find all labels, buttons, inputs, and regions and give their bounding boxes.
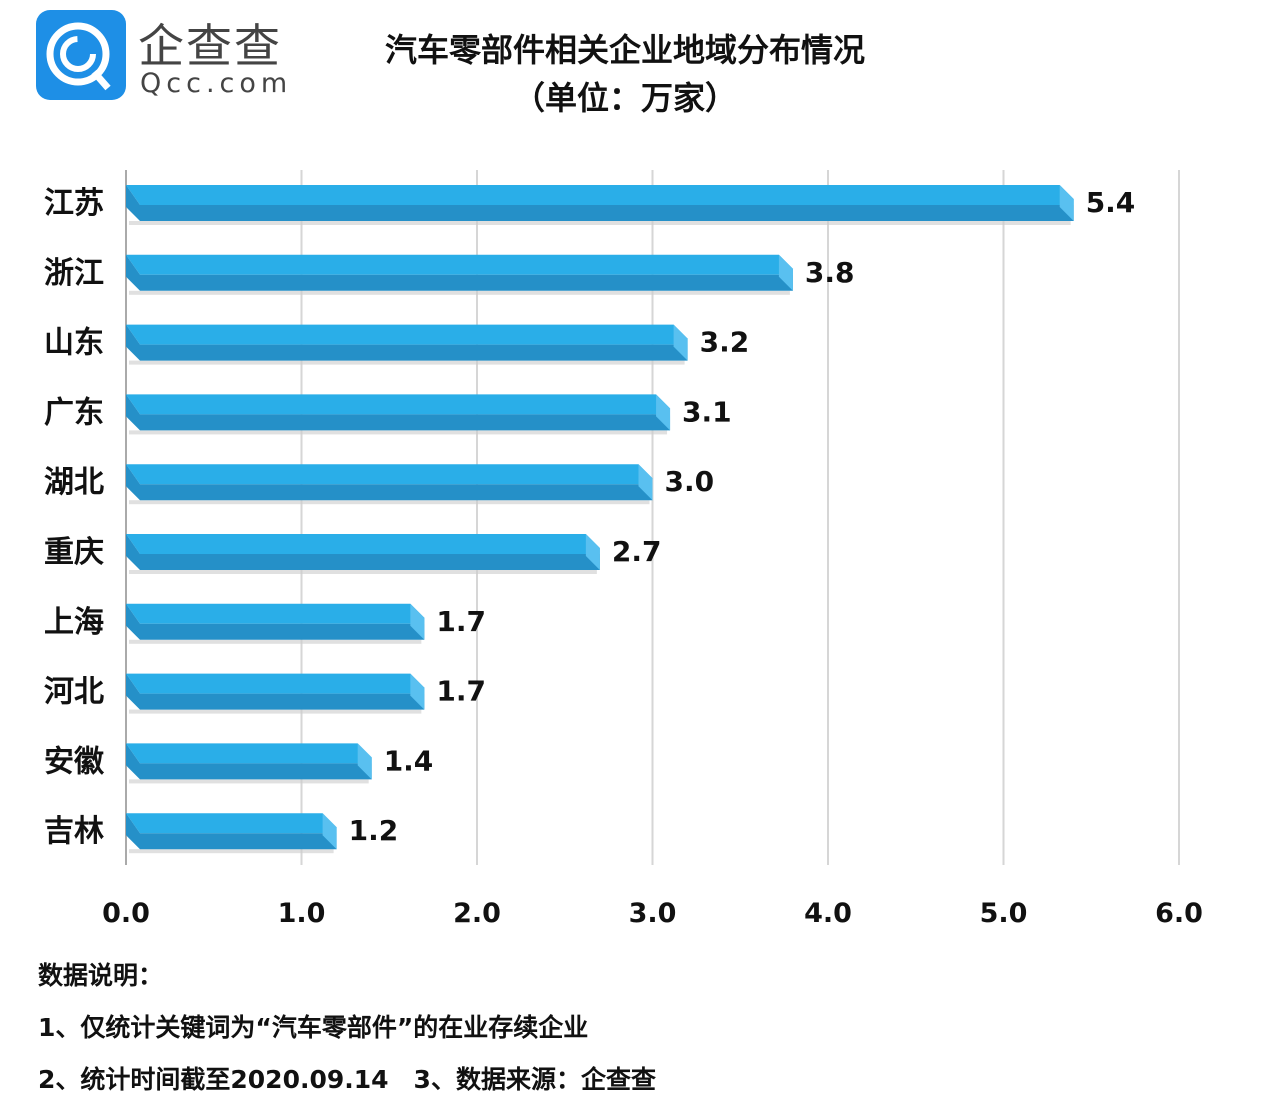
bar-value-label: 2.7 (612, 535, 662, 568)
x-tick-label: 1.0 (278, 898, 326, 929)
bar-end (656, 394, 671, 431)
bar-end (673, 324, 688, 361)
bar-top (126, 673, 425, 694)
x-tick-label: 5.0 (980, 898, 1028, 929)
bar-front (126, 324, 688, 361)
bar-value-label: 3.1 (682, 395, 732, 428)
bar-top (126, 394, 671, 415)
qcc-logo-icon (36, 10, 126, 100)
bar-value-label: 1.7 (436, 605, 486, 638)
category-label: 湖北 (44, 465, 104, 500)
bar-shadow (129, 290, 790, 295)
bar-shadow (129, 221, 1071, 225)
category-label: 山东 (44, 326, 104, 361)
bar-value-label: 1.4 (384, 744, 434, 777)
bar-top (126, 464, 653, 485)
bar-top (126, 813, 337, 834)
bar-shadow (129, 709, 422, 714)
bar-shadow (129, 570, 597, 574)
bar-front (126, 673, 425, 710)
title-line-2: （单位：万家） (512, 79, 737, 117)
notes-heading: 数据说明： (38, 961, 164, 990)
bar-shadow (129, 779, 369, 784)
x-tick-label: 6.0 (1155, 898, 1203, 929)
bar-front (126, 743, 372, 780)
bar-front (126, 254, 793, 291)
title-line-1: 汽车零部件相关企业地域分布情况 (384, 31, 865, 69)
data-notes: 数据说明： 1、仅统计关键词为“汽车零部件”的在业存续企业 2、统计时间截至20… (38, 950, 656, 1106)
category-label: 吉林 (44, 814, 104, 849)
bar-front (126, 394, 671, 431)
notes-line-2: 2、统计时间截至2020.09.14 3、数据来源：企查查 (38, 1065, 656, 1094)
bar-value-label: 3.0 (665, 465, 715, 498)
bar-top (126, 324, 688, 345)
bar-end (410, 673, 425, 710)
category-label: 重庆 (44, 535, 104, 570)
bar-shadow (129, 430, 668, 435)
category-label: 安徽 (44, 744, 105, 779)
bar-front (126, 185, 1074, 221)
bar-top (126, 185, 1074, 205)
qcc-logo-mark (46, 22, 111, 91)
bar-top (126, 254, 793, 275)
bar-front (126, 813, 337, 850)
bar-value-label: 3.8 (805, 256, 855, 289)
bar-end (357, 743, 372, 780)
bar-end (778, 254, 793, 291)
x-tick-label: 2.0 (453, 898, 501, 929)
bar-end (410, 603, 425, 640)
bar-end (1059, 185, 1074, 221)
bar-front (126, 464, 653, 501)
x-tick-label: 3.0 (629, 898, 677, 929)
bar-top (126, 603, 425, 624)
x-tick-label: 0.0 (102, 898, 150, 929)
bar-value-label: 1.7 (436, 675, 486, 708)
brand-domain: Qcc.com (140, 68, 293, 99)
category-label: 浙江 (44, 256, 104, 291)
category-label: 广东 (44, 395, 104, 430)
category-label: 河北 (44, 675, 104, 710)
category-label: 上海 (44, 605, 104, 640)
bar-shadow (129, 849, 334, 854)
notes-line-1: 1、仅统计关键词为“汽车零部件”的在业存续企业 (38, 1013, 589, 1042)
bar-value-label: 5.4 (1086, 186, 1136, 219)
bar-end (638, 464, 653, 501)
x-tick-label: 4.0 (804, 898, 852, 929)
bar-top (126, 534, 600, 554)
bar-shadow (129, 500, 650, 505)
bar-end (585, 534, 600, 570)
chart-title: 汽车零部件相关企业地域分布情况 （单位：万家） (300, 26, 950, 122)
bar-top (126, 743, 372, 764)
bar-value-label: 1.2 (349, 814, 399, 847)
category-label: 江苏 (44, 186, 104, 221)
bar-front (126, 603, 425, 640)
bar-shadow (129, 360, 685, 365)
bar-value-label: 3.2 (700, 326, 750, 359)
brand-name: 企查查 (138, 19, 282, 73)
bar-end (322, 813, 337, 850)
bar-front (126, 534, 600, 570)
bar-shadow (129, 639, 422, 644)
